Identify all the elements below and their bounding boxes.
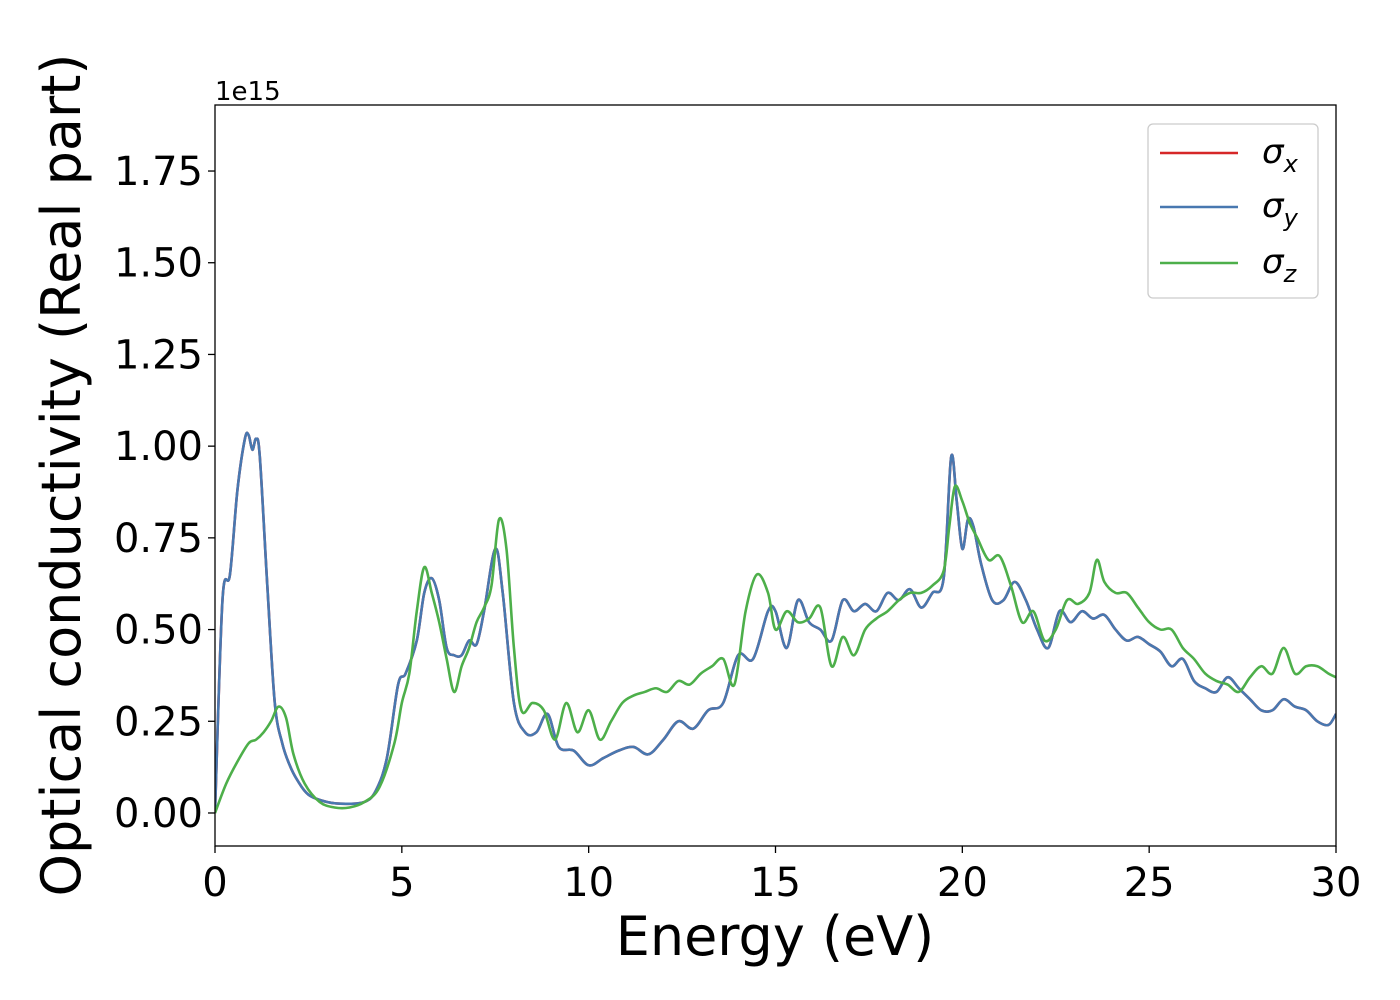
x-tick-label: 15 — [750, 860, 801, 906]
x-axis: 0 5 10 15 20 25 30 — [202, 846, 1361, 906]
x-tick-label: 0 — [202, 860, 227, 906]
x-tick-label: 10 — [563, 860, 614, 906]
legend-box — [1147, 123, 1319, 299]
y-axis-label: Optical conductivity (Real part) — [30, 54, 93, 897]
y-tick-label: 0.75 — [114, 516, 203, 562]
legend: σx σy σz — [1147, 123, 1319, 299]
x-tick-label: 5 — [389, 860, 414, 906]
y-tick-label: 1.25 — [114, 332, 203, 378]
y-tick-label: 1.50 — [114, 241, 203, 287]
series-line-z — [215, 484, 1336, 814]
y-tick-label: 0.25 — [114, 699, 203, 745]
y-tick-label: 1.75 — [114, 149, 203, 195]
x-axis-label: Energy (eV) — [616, 905, 935, 968]
series-line-y — [215, 431, 1336, 814]
x-tick-label: 25 — [1124, 860, 1175, 906]
y-tick-label: 1.00 — [114, 424, 203, 470]
x-tick-label: 20 — [937, 860, 988, 906]
y-axis: 0.00 0.25 0.50 0.75 1.00 1.25 1.50 1.75 — [114, 149, 215, 837]
x-tick-label: 30 — [1311, 860, 1362, 906]
y-tick-label: 0.00 — [114, 791, 203, 837]
legend-label-z: σz — [1262, 242, 1298, 288]
legend-label-x: σx — [1262, 132, 1299, 178]
y-offset-label: 1e15 — [215, 77, 281, 107]
legend-label-y: σy — [1262, 186, 1299, 232]
plot-area — [215, 431, 1336, 814]
y-tick-label: 0.50 — [114, 608, 203, 654]
